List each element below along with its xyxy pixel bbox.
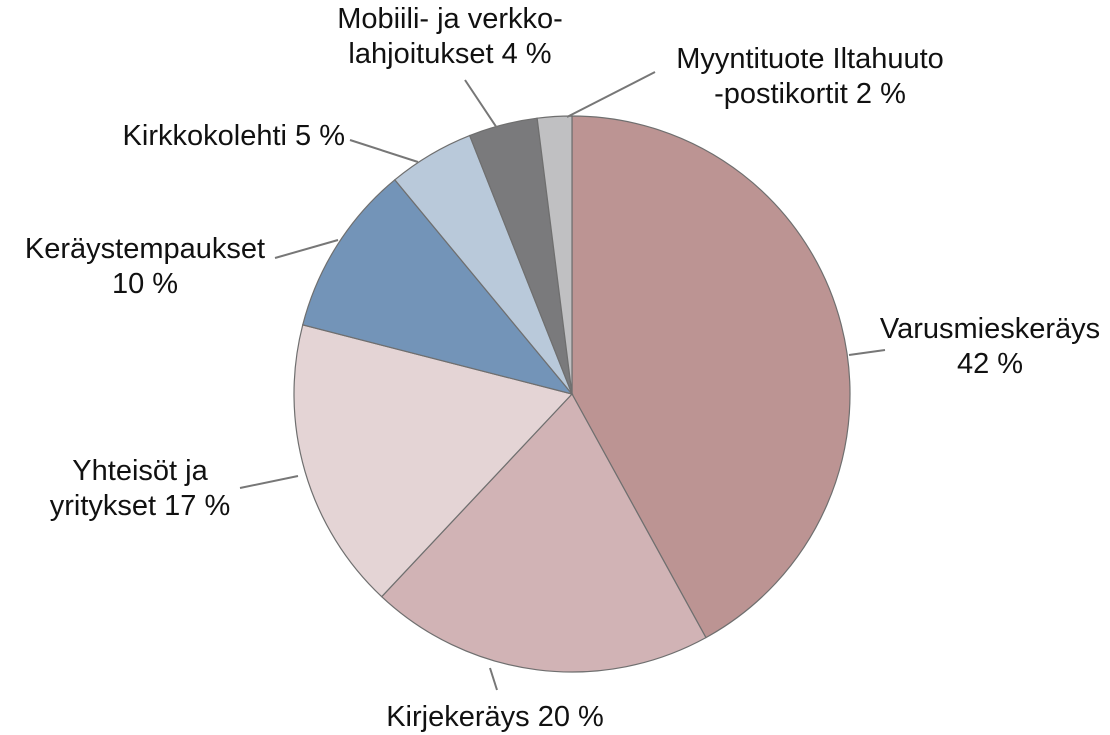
slice-label: Yhteisöt ja yritykset 17 % <box>50 454 231 524</box>
slice-label: Kirkkokolehti 5 % <box>123 119 345 154</box>
leader-line <box>349 139 419 163</box>
leader-line <box>566 71 656 118</box>
pie-slice <box>536 115 573 395</box>
category-name: Kirkkokolehti <box>122 120 287 152</box>
pie-slice <box>571 115 851 639</box>
value-label: 2 % <box>855 78 906 110</box>
leader-line <box>274 239 339 259</box>
category-name: Kirjekeräys <box>386 701 530 733</box>
pie-slice <box>302 178 574 396</box>
slice-label: Varusmieskeräys 42 % <box>880 312 1100 382</box>
value-label: 10 % <box>111 268 179 300</box>
slice-label: Keräystempaukset 10 % <box>25 232 265 302</box>
category-name: Yhteisöt ja yritykset <box>49 455 208 522</box>
value-label: 17 % <box>164 490 231 522</box>
slice-label: Mobiili- ja verkko- lahjoitukset 4 % <box>337 2 563 72</box>
leader-line <box>239 475 299 489</box>
value-label: 5 % <box>295 120 345 152</box>
value-label: 42 % <box>956 348 1024 380</box>
category-name: Myyntituote Iltahuuto -postikortit <box>676 43 944 110</box>
pie-slice <box>293 324 574 598</box>
leader-line <box>464 79 498 129</box>
pie-slice <box>380 392 707 673</box>
leader-line <box>848 349 886 356</box>
category-name: Varusmieskeräys <box>879 313 1101 345</box>
value-label: 20 % <box>537 701 604 733</box>
slice-label: Kirjekeräys 20 % <box>386 700 604 735</box>
value-label: 4 % <box>501 38 552 70</box>
leader-line <box>489 667 498 691</box>
slice-label: Myyntituote Iltahuuto -postikortit 2 % <box>676 42 944 112</box>
category-name: Mobiili- ja verkko- lahjoitukset <box>337 3 563 70</box>
category-name: Keräystempaukset <box>24 233 266 265</box>
